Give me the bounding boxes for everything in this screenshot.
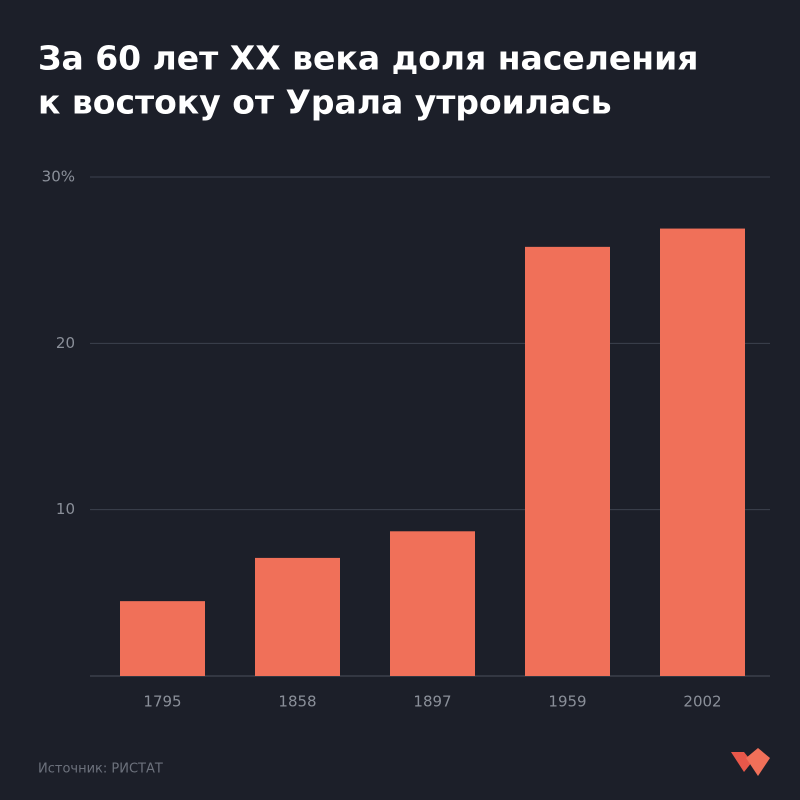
logo-shape: [746, 748, 770, 776]
source: Источник: РИСТАТ: [38, 762, 163, 777]
bar: [660, 228, 745, 676]
bar: [390, 531, 475, 676]
logo-shape: [731, 752, 752, 772]
bar: [525, 246, 610, 677]
x-tick-label: 1959: [548, 693, 586, 711]
bar: [120, 601, 205, 676]
x-tick-label: 1795: [143, 693, 181, 711]
x-tick-label: 1858: [278, 693, 316, 711]
chart-title: За 60 лет XX века доля населения: [38, 39, 698, 78]
x-tick-label: 1897: [413, 693, 451, 711]
y-tick-label: 10: [56, 500, 75, 518]
y-tick-label: 30%: [42, 168, 75, 186]
x-tick-label: 2002: [683, 693, 721, 711]
y-tick-label: 20: [56, 334, 75, 352]
chart-title: к востоку от Урала утроилась: [38, 83, 612, 122]
logo: [731, 748, 770, 776]
bar: [255, 557, 340, 676]
